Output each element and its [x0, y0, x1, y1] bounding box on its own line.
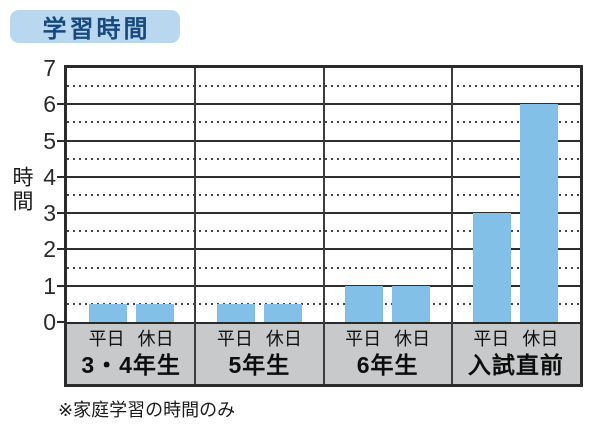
category-label: 入試直前 [467, 352, 564, 378]
x-axis-group: 平日 休日入試直前 [452, 324, 580, 384]
series-labels: 平日 休日 [67, 329, 195, 349]
series-label: 休日 [522, 329, 559, 349]
category-label: 5年生 [228, 352, 291, 378]
plot-frame: 平日 休日 3・4年生 平日 休日 5年生 平日 休日 6年生 平日 休日 入試直前 [64, 65, 583, 387]
y-tick-label: 6 [43, 91, 56, 118]
series-labels: 平日 休日 [324, 329, 452, 349]
bar-休日 [392, 286, 431, 322]
bar-平日 [473, 213, 512, 322]
series-label: 平日 [216, 329, 253, 349]
footnote: ※家庭学習の時間のみ [58, 400, 236, 420]
y-tick-mark [57, 284, 64, 287]
y-tick-label: 0 [43, 309, 56, 335]
x-axis-group: 平日 休日 6年生 [324, 324, 452, 384]
y-tick-label: 7 [43, 55, 56, 81]
bar-休日 [263, 304, 302, 322]
bar-group [195, 68, 323, 322]
bar-group [452, 68, 580, 322]
y-tick-mark [57, 248, 64, 251]
category-label: 3・4年生 [81, 352, 181, 378]
series-label: 休日 [265, 329, 302, 349]
category-label: 6年生 [356, 352, 419, 378]
y-tick-label: 2 [43, 236, 56, 263]
y-tick-mark [57, 175, 64, 178]
bar-group [67, 68, 195, 322]
y-tick-mark [57, 103, 64, 106]
y-tick-mark [57, 212, 64, 215]
series-label: 休日 [394, 329, 431, 349]
series-label: 平日 [473, 329, 510, 349]
series-labels: 平日 休日 [195, 329, 323, 349]
series-label: 平日 [88, 329, 125, 349]
bar-休日 [135, 304, 174, 322]
bar-group [324, 68, 452, 322]
y-tick-mark [57, 139, 64, 142]
series-label: 休日 [137, 329, 174, 349]
series-labels: 平日 休日 [452, 329, 580, 349]
y-tick-label: 1 [43, 272, 56, 299]
x-axis-group: 平日 休日 3・4年生 [67, 324, 195, 384]
group-divider [322, 68, 325, 384]
chart-title-badge: 学習時間 [10, 10, 180, 43]
bar-平日 [345, 286, 384, 322]
group-divider [450, 68, 453, 384]
y-axis-title: 時間 [10, 166, 33, 214]
bar-平日 [88, 304, 127, 322]
bar-休日 [520, 104, 559, 322]
x-axis-group: 平日 休日 5年生 [195, 324, 323, 384]
chart-title: 学習時間 [42, 16, 151, 43]
group-divider [194, 68, 197, 384]
y-tick-label: 5 [43, 127, 56, 154]
y-tick-mark [57, 321, 64, 323]
bar-平日 [216, 304, 255, 322]
series-label: 平日 [345, 329, 382, 349]
